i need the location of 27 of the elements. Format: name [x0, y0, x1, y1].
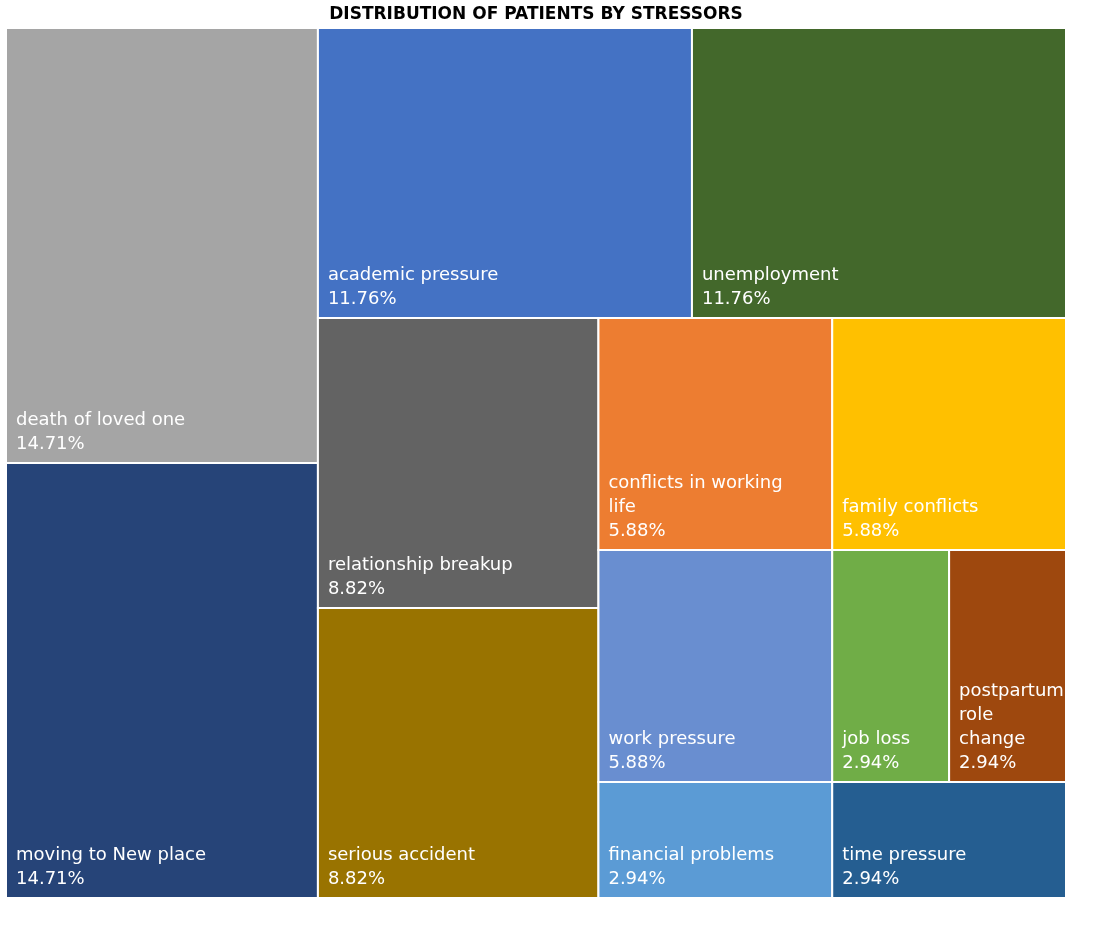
data-label: 2.94% [842, 867, 900, 888]
data-label: 8.82% [327, 577, 386, 598]
category-label: death of loved one [16, 408, 186, 429]
category-label: conflicts in working life [608, 471, 783, 516]
category-label: work pressure [608, 727, 736, 748]
data-label: 11.76% [327, 287, 397, 308]
data-label: 5.88% [608, 519, 666, 540]
data-label: 5.88% [608, 751, 666, 772]
category-label: postpartum role change [959, 679, 1064, 748]
data-label: 2.94% [959, 751, 1017, 772]
data-label: 14.71% [16, 867, 85, 888]
category-label: financial problems [608, 843, 775, 864]
data-label: 8.82% [327, 867, 386, 888]
category-label: moving to New place [16, 843, 206, 864]
category-label: relationship breakup [327, 553, 513, 574]
category-label: academic pressure [327, 263, 499, 284]
category-label: time pressure [842, 843, 967, 864]
category-label: job loss [841, 727, 911, 748]
data-label: 5.88% [842, 519, 900, 540]
data-label: 2.94% [608, 867, 666, 888]
data-label: 2.94% [842, 751, 900, 772]
category-label: family conflicts [842, 495, 979, 516]
category-label: serious accident [327, 843, 476, 864]
data-label: 14.71% [16, 432, 85, 453]
text: DISTRIBUTION OF PATIENTS BY STRESSORS [329, 3, 743, 23]
category-label: unemployment [701, 263, 839, 284]
data-label: 11.76% [701, 287, 771, 308]
